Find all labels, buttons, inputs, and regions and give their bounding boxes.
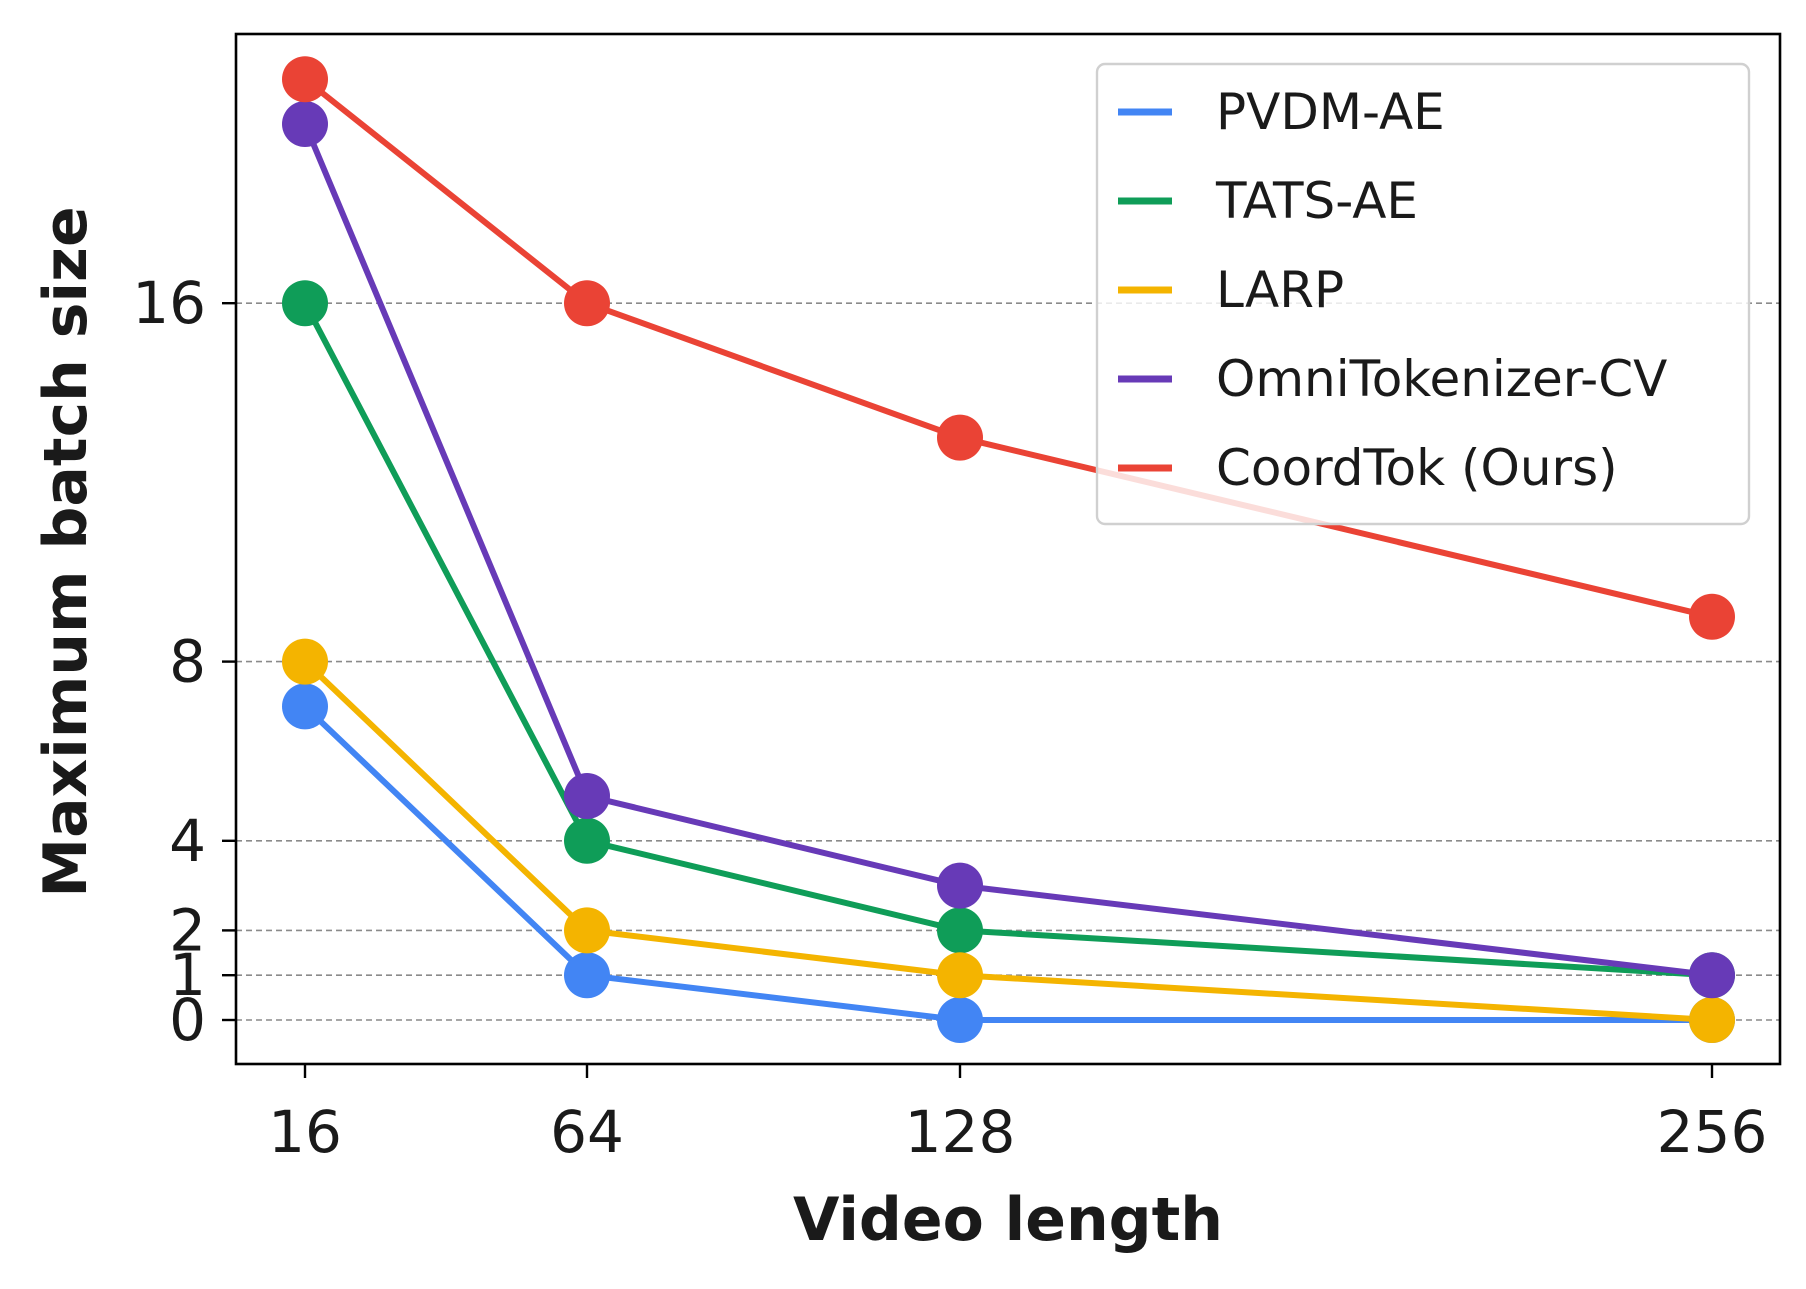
x-tick-label: 256 [1657,1098,1768,1166]
data-point-tats-ae [564,817,610,864]
data-point-pvdm-ae [564,952,610,999]
series-line-tats-ae [302,300,1715,979]
data-point-coordtok-ours [1689,593,1735,640]
data-point-larp [282,638,328,685]
series-line-pvdm-ae [302,703,1715,1023]
data-point-omnitokenizer-cv [564,773,610,819]
y-tick-label: 0 [169,986,206,1054]
data-point-larp [564,907,610,954]
legend-label: LARP [1216,261,1344,319]
y-tick-label: 4 [169,807,206,875]
legend-box [1095,62,1751,526]
series-line-omnitokenizer-cv [302,121,1715,979]
y-tick-label: 16 [132,269,206,337]
x-tick-label: 64 [550,1098,624,1166]
data-point-omnitokenizer-cv [1689,952,1735,999]
series-lines [302,76,1715,1023]
legend: PVDM-AE TATS-AE LARP OmniTokenizer-CV CoordT… [1095,62,1751,526]
x-axis-title: Video length [793,1185,1223,1255]
series-markers [282,56,1735,1043]
series-line-coordtok-ours [302,76,1715,620]
data-point-tats-ae [282,280,328,327]
y-tick-label: 8 [169,628,206,696]
data-point-larp [937,952,983,999]
data-point-tats-ae [937,907,983,954]
data-point-coordtok-ours [564,280,610,327]
y-axis: 012 4 8 16 [132,269,236,1054]
data-point-coordtok-ours [282,56,328,103]
x-tick-label: 16 [268,1098,342,1166]
data-point-pvdm-ae [282,683,328,730]
series-line-larp [302,658,1715,1023]
data-point-coordtok-ours [937,414,983,461]
data-point-pvdm-ae [937,997,983,1043]
y-tick-label: 2 [169,896,206,964]
plot-frame [234,32,1782,1066]
legend-label: PVDM-AE [1216,83,1445,141]
data-point-omnitokenizer-cv [937,862,983,909]
data-point-larp [1689,997,1735,1043]
legend-label: CoordTok (Ours) [1216,439,1618,497]
x-tick-label: 128 [905,1098,1016,1166]
legend-label: TATS-AE [1215,172,1418,230]
legend-label: OmniTokenizer-CV [1216,350,1667,408]
data-point-omnitokenizer-cv [282,101,328,147]
y-axis-title: Maximum batch size [31,206,101,897]
y-tick-label: 1 [169,941,206,1009]
x-axis: 16 64 128 256 [268,1064,1767,1166]
